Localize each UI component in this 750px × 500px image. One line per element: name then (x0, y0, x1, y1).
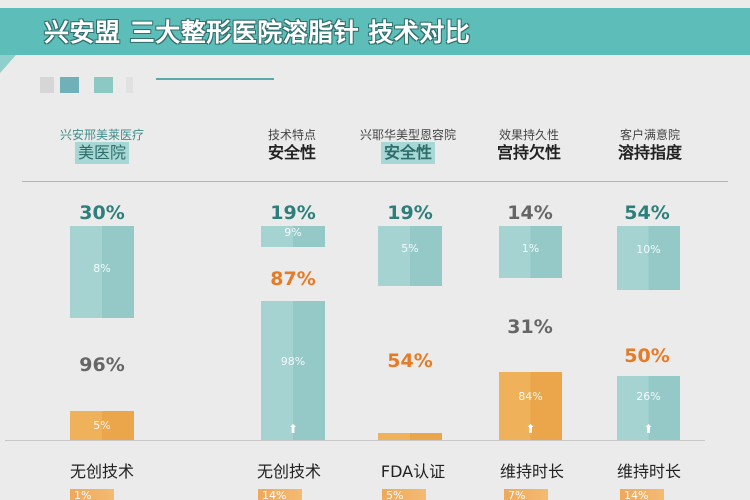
column-header-3: 兴耶华美型恩容院 安全性 (338, 128, 478, 164)
footer-badge: 5% (382, 489, 426, 500)
title-banner (0, 8, 750, 55)
footer-badge: 14% (620, 489, 664, 500)
column-header-4: 效果持久性 宫持欠性 (459, 128, 599, 164)
column-header-2: 技术特点 安全性 (222, 128, 362, 164)
header-separator (22, 181, 728, 182)
decor-square-2 (60, 77, 79, 93)
top-bar: 5% (378, 226, 442, 286)
arrow-up-icon: ⬆ (287, 422, 299, 436)
column-subtitle: 兴耶华美型恩容院 (359, 128, 456, 142)
bottom-bar: 5% (70, 411, 134, 440)
decor-square-4 (126, 77, 133, 93)
top-value: 54% (624, 202, 670, 224)
top-value: 19% (270, 202, 316, 224)
column-title: 宫持欠性 (496, 143, 561, 162)
column-title: 安全性 (267, 143, 316, 162)
column-title: 安全性 (380, 142, 435, 164)
footer-badge: 7% (504, 489, 548, 500)
footer-label: 维持时长 (499, 462, 564, 481)
column-header-5: 客户满意院 溶持指度 (580, 128, 720, 164)
footer-label: FDA认证 (380, 462, 446, 481)
top-value: 14% (507, 202, 553, 224)
footer-label: 维持时长 (616, 462, 681, 481)
top-value: 30% (79, 202, 125, 224)
bottom-value: 87% (270, 268, 316, 290)
decor-square-1 (40, 77, 54, 93)
arrow-up-icon: ⬆ (643, 422, 654, 436)
x-axis-line (5, 440, 705, 441)
decor-square-3 (94, 77, 113, 93)
bottom-bar: 84% ⬆ (499, 372, 562, 440)
column-header-1: 兴安邢美莱医疗 美医院 (32, 128, 172, 164)
bar-label: 9% (284, 226, 302, 239)
bottom-value: 50% (624, 345, 670, 367)
top-value: 19% (387, 202, 433, 224)
bar-label: 8% (93, 262, 111, 275)
bar-label: 84% (518, 390, 543, 403)
bar-label: 26% (636, 390, 661, 403)
bottom-bar: 98% ⬆ (261, 301, 325, 440)
column-subtitle: 效果持久性 (498, 128, 559, 142)
bottom-bar: 26% ⬆ (617, 376, 680, 440)
arrow-up-icon: ⬆ (525, 422, 536, 436)
bar-label: 1% (521, 242, 540, 255)
decor-line (156, 78, 274, 80)
bottom-value: 54% (387, 350, 433, 372)
column-title: 美医院 (74, 142, 129, 164)
bottom-bar (378, 433, 442, 440)
footer-badge: 1% (70, 489, 114, 500)
column-subtitle: 客户满意院 (619, 128, 680, 142)
badge-value: 14% (262, 489, 287, 500)
top-bar: 10% (617, 226, 680, 290)
top-bar: 8% (70, 226, 134, 318)
footer-badge: 14% (258, 489, 302, 500)
bar-label: 5% (401, 242, 419, 255)
top-bar: 9% (261, 226, 325, 247)
bottom-value: 96% (79, 354, 125, 376)
footer-label: 无创技术 (69, 462, 134, 481)
page-title: 兴安盟 三大整形医院溶脂针 技术对比 (44, 18, 471, 47)
badge-value: 5% (386, 489, 404, 500)
column-title: 溶持指度 (617, 143, 682, 162)
badge-value: 1% (74, 489, 92, 500)
footer-label: 无创技术 (256, 462, 321, 481)
bar-label: 10% (636, 243, 661, 256)
badge-value: 14% (624, 489, 649, 500)
bar-label: 5% (93, 419, 111, 432)
bar-label: 98% (280, 355, 306, 368)
column-subtitle: 兴安邢美莱医疗 (59, 128, 144, 142)
bottom-value: 31% (507, 316, 553, 338)
top-bar: 1% (499, 226, 562, 278)
banner-fold-decoration (0, 55, 16, 73)
badge-value: 7% (508, 489, 526, 500)
column-subtitle: 技术特点 (267, 128, 316, 142)
